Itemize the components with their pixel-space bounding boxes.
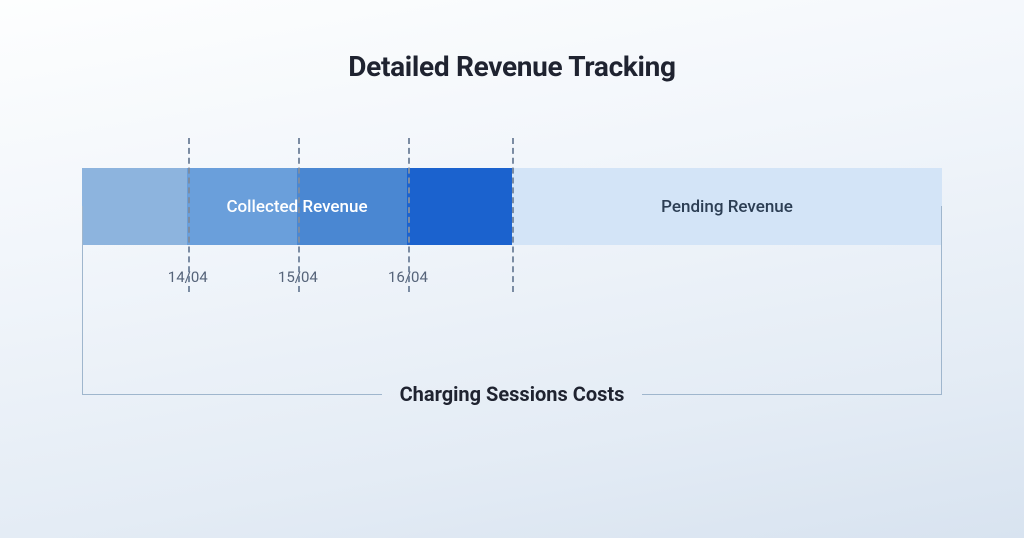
bracket-label: Charging Sessions Costs bbox=[382, 382, 643, 406]
tick-1504-label: 15/04 bbox=[278, 268, 318, 286]
page-root: Detailed Revenue Tracking Charging Sessi… bbox=[0, 0, 1024, 538]
tick-end-line bbox=[512, 138, 514, 292]
revenue-chart: Charging Sessions Costs Collected Revenu… bbox=[82, 168, 942, 245]
tick-1404-label: 14/04 bbox=[168, 268, 208, 286]
page-title: Detailed Revenue Tracking bbox=[0, 50, 1024, 83]
pending-label: Pending Revenue bbox=[661, 168, 793, 245]
tick-1604-label: 16/04 bbox=[388, 268, 428, 286]
bracket-line-right bbox=[642, 394, 942, 395]
bracket-line-left bbox=[82, 394, 382, 395]
bracket-label-row: Charging Sessions Costs bbox=[82, 382, 942, 406]
